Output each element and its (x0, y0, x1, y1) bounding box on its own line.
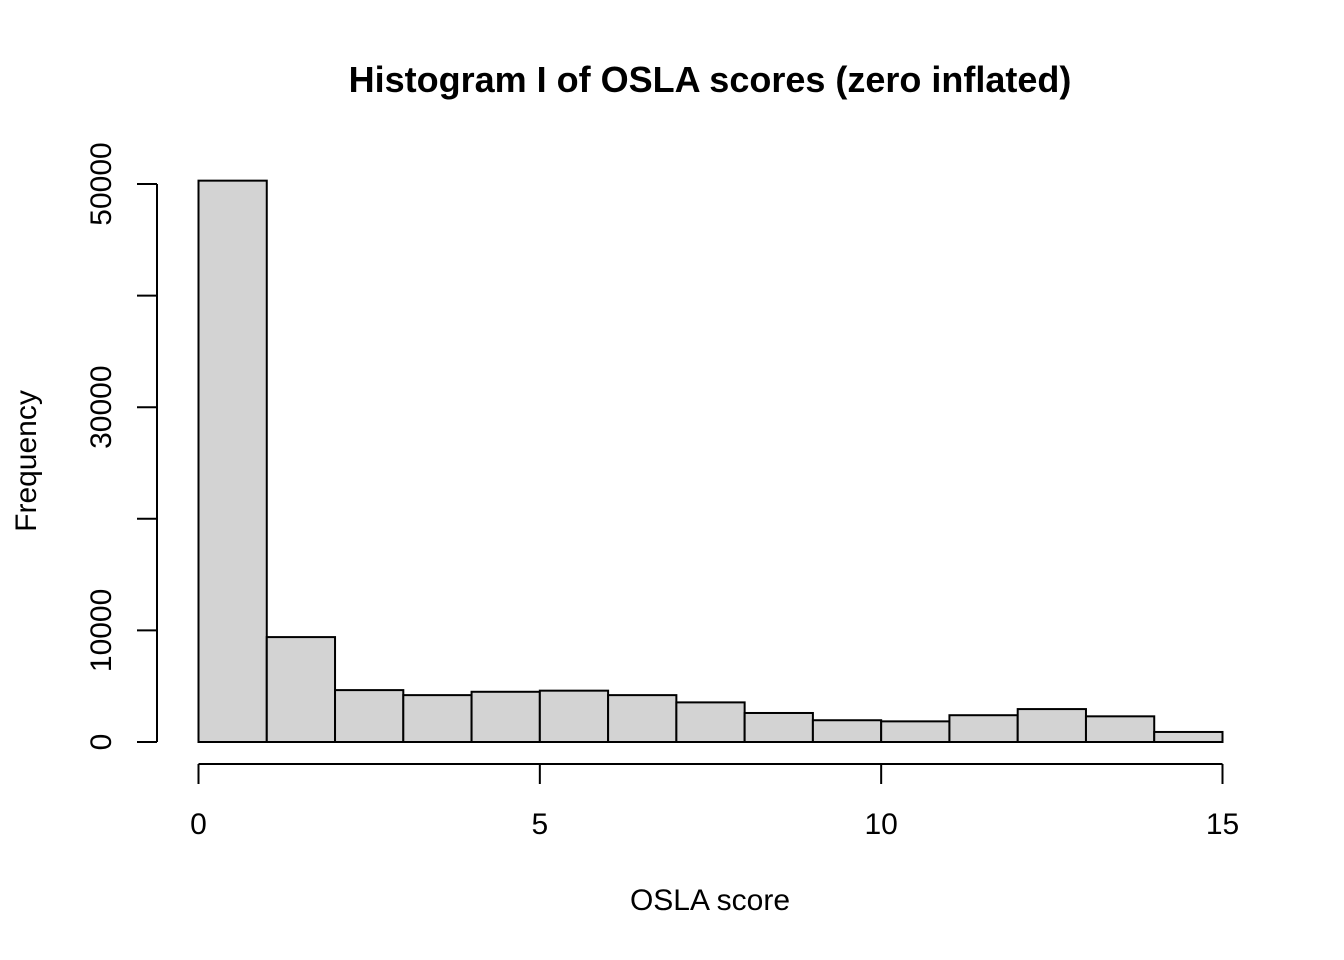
histogram-bar (675, 701, 746, 744)
histogram-bar (811, 719, 883, 743)
histogram-bar (607, 694, 678, 743)
chart-title: Histogram I of OSLA scores (zero inflate… (349, 59, 1072, 100)
histogram-bar (880, 720, 951, 744)
histogram-bar (1016, 708, 1087, 744)
x-tick-label: 0 (190, 808, 207, 841)
y-tick-label: 10000 (85, 589, 118, 672)
histogram-bar (743, 711, 814, 744)
histogram-bar (265, 636, 337, 744)
histogram-bar (334, 689, 405, 744)
y-axis-label: Frequency (10, 390, 43, 532)
x-axis-label: OSLA score (630, 884, 790, 917)
x-tick-label: 10 (864, 808, 897, 841)
bars-group (197, 179, 1224, 744)
histogram-bar (197, 179, 268, 744)
x-tick-label: 15 (1206, 808, 1239, 841)
y-tick-label: 30000 (85, 365, 118, 448)
histogram-bar (402, 694, 473, 743)
y-axis: 0 10000 30000 50000 (85, 142, 158, 751)
y-tick-label: 0 (85, 734, 118, 751)
histogram-bar (1084, 715, 1156, 743)
histogram-bar (538, 689, 610, 743)
y-tick-label: 50000 (85, 142, 118, 225)
histogram-bar (1153, 730, 1224, 743)
histogram-bar (948, 714, 1019, 744)
histogram-bar (470, 690, 541, 744)
x-axis: 0 5 10 15 (190, 763, 1239, 841)
x-tick-label: 5 (531, 808, 548, 841)
